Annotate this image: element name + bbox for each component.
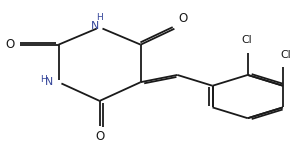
Text: O: O [95,130,104,143]
Text: Cl: Cl [281,50,291,60]
Text: O: O [178,12,188,25]
Text: Cl: Cl [242,35,252,45]
Text: O: O [6,38,15,51]
Text: H: H [96,14,103,22]
Text: N: N [45,77,54,87]
Text: N: N [91,21,99,31]
Text: H: H [41,76,47,85]
